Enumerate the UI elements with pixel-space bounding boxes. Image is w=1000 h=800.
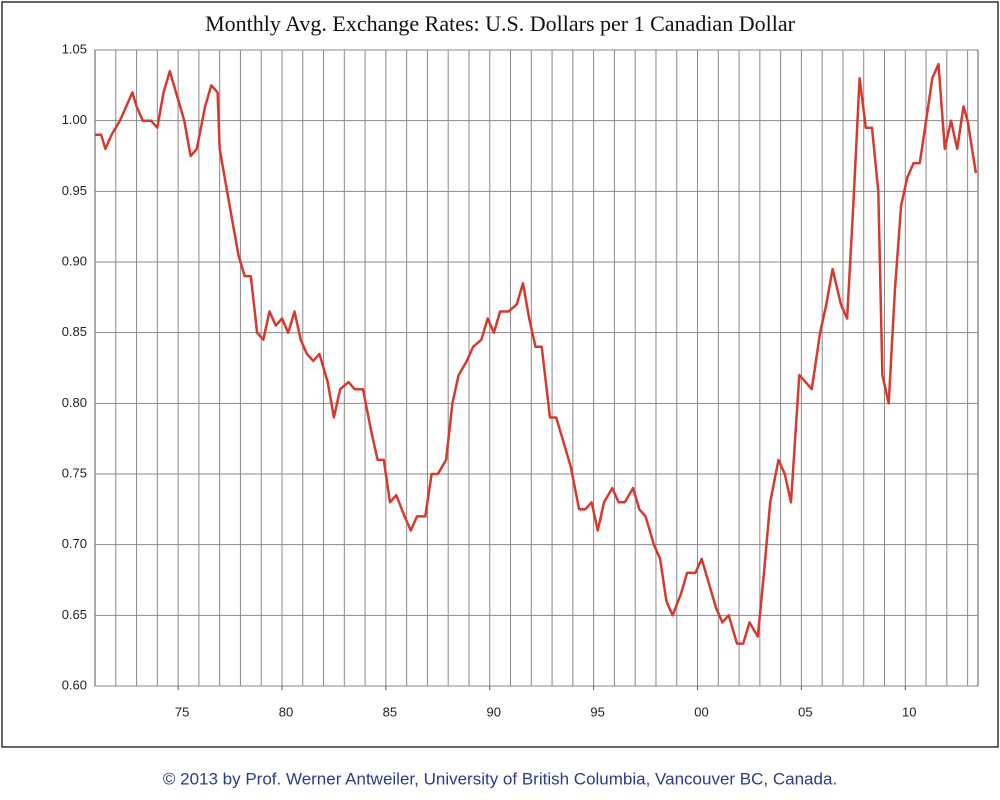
footer: © 2013 by Prof. Werner Antweiler, Univer… [163, 769, 837, 788]
x-tick-label: 95 [590, 704, 604, 719]
x-tick-label: 10 [902, 704, 916, 719]
series-line [95, 62, 978, 645]
y-tick-label: 1.05 [62, 41, 87, 56]
x-tick-label: 85 [383, 704, 397, 719]
plot-area [94, 49, 979, 687]
y-tick-label: 0.75 [62, 465, 87, 480]
y-tick-label: 0.90 [62, 253, 87, 268]
y-tick-label: 0.85 [62, 324, 87, 339]
y-tick-label: 1.00 [62, 112, 87, 127]
x-tick-label: 75 [175, 704, 189, 719]
chart-title: Monthly Avg. Exchange Rates: U.S. Dollar… [205, 11, 795, 36]
y-tick-label: 0.80 [62, 395, 87, 410]
x-tick-label: 80 [279, 704, 293, 719]
x-tick-label: 00 [694, 704, 708, 719]
x-tick-label: 05 [798, 704, 812, 719]
y-tick-label: 0.70 [62, 536, 87, 551]
y-tick-label: 0.60 [62, 677, 87, 692]
x-tick-label: 90 [487, 704, 501, 719]
y-tick-label: 0.65 [62, 607, 87, 622]
y-tick-label: 0.95 [62, 183, 87, 198]
